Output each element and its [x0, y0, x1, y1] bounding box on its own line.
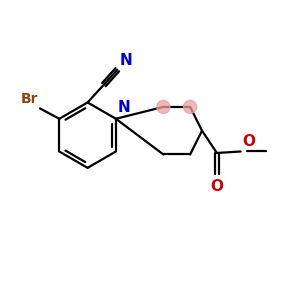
Circle shape [184, 100, 197, 113]
Text: N: N [119, 53, 132, 68]
Circle shape [157, 100, 170, 113]
Text: Br: Br [21, 92, 38, 106]
Text: O: O [242, 134, 255, 149]
Text: N: N [117, 100, 130, 115]
Text: O: O [210, 179, 224, 194]
